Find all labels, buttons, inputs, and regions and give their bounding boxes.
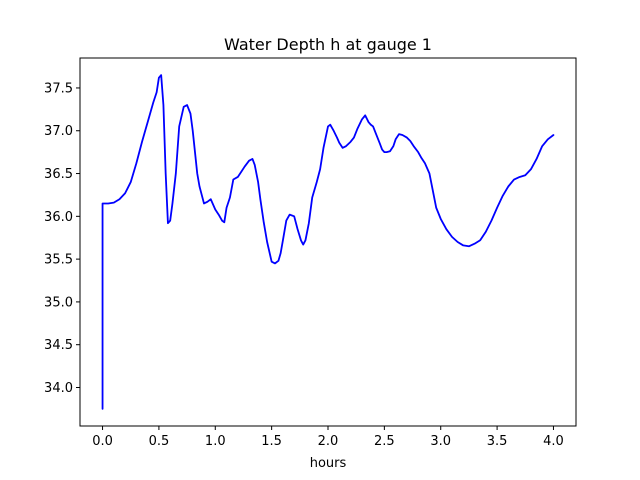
- y-tick-label: 37.5: [44, 81, 73, 96]
- plot-area: [101, 74, 555, 410]
- x-tick-label: 0.0: [92, 434, 113, 449]
- x-tick-label: 0.5: [149, 434, 170, 449]
- x-tick-label: 1.5: [261, 434, 282, 449]
- x-tick-label: 2.5: [374, 434, 395, 449]
- x-tick-label: 3.0: [430, 434, 451, 449]
- x-axis-label: hours: [310, 456, 347, 471]
- chart-title: Water Depth h at gauge 1: [224, 35, 432, 54]
- y-tick-label: 36.5: [44, 167, 73, 182]
- y-tick-label: 36.0: [44, 210, 73, 225]
- y-tick-label: 35.5: [44, 253, 73, 268]
- x-tick-label: 3.5: [487, 434, 508, 449]
- x-tick-label: 2.0: [318, 434, 339, 449]
- y-tick-label: 34.0: [44, 381, 73, 396]
- x-tick-label: 4.0: [543, 434, 564, 449]
- y-tick-label: 35.0: [44, 295, 73, 310]
- series-line-1: [101, 74, 555, 410]
- x-axis: 0.0 0.5 1.0 1.5 2.0 2.5 3.0 3.5 4.0: [92, 426, 564, 449]
- x-tick-label: 1.0: [205, 434, 226, 449]
- y-tick-label: 34.5: [44, 338, 73, 353]
- y-axis: 34.0 34.5 35.0 35.5 36.0 36.5 37.0 37.5: [44, 81, 80, 396]
- y-tick-label: 37.0: [44, 124, 73, 139]
